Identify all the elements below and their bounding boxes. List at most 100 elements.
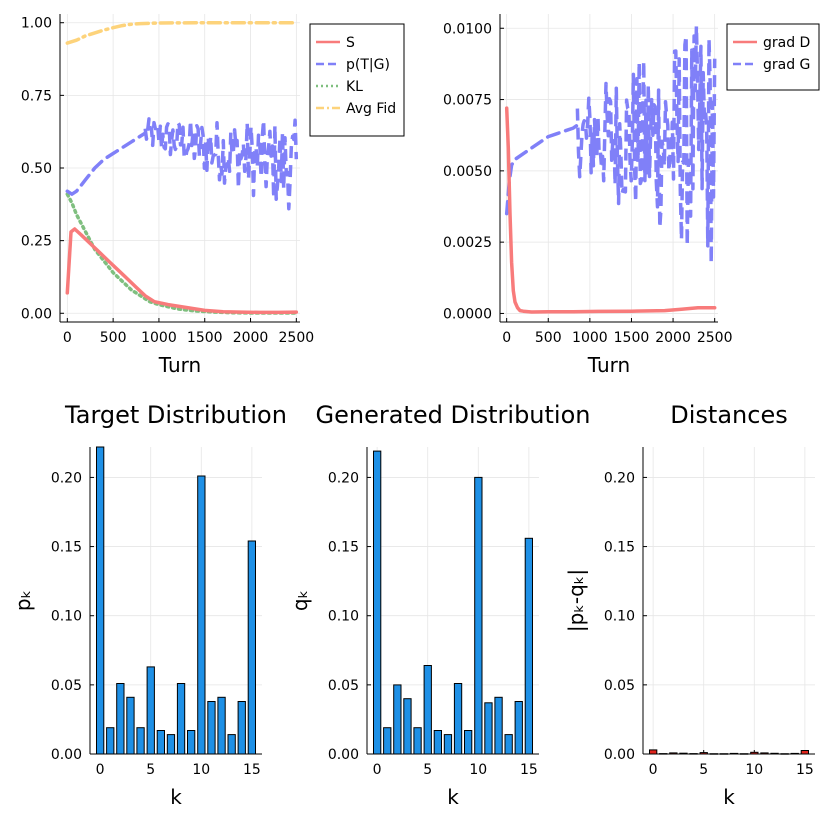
bar-k-14: [514, 701, 523, 755]
bar-k-2: [669, 752, 678, 755]
bar-k-7: [166, 734, 176, 755]
chart-loss: 0 500 1000 1500 2000 2500 0.00 0.25 0.50 0.75 1.00…: [21, 14, 405, 377]
y-tick-label: 0.00: [21, 306, 52, 322]
bar-k-2: [393, 684, 402, 755]
chart-grad: 0 500 1000 1500 2000 2500 0.0000 0.0025 0.0050 0.…: [443, 14, 820, 377]
y-tick-label: 0.10: [604, 609, 635, 625]
chart-title: Target Distribution: [64, 401, 287, 429]
bar-k-4: [689, 753, 698, 755]
bar-k-13: [227, 734, 236, 755]
bar-k-5: [423, 665, 432, 755]
legend-label: S: [346, 35, 355, 51]
bar-k-10: [474, 476, 483, 755]
x-tick-label: 15: [243, 762, 261, 778]
bar-k-3: [403, 698, 412, 755]
bar-k-2: [116, 683, 125, 755]
y-tick-label: 0.15: [51, 540, 82, 556]
y-tick-label: 0.0000: [443, 306, 492, 322]
y-tick-label: 0.05: [51, 678, 82, 694]
series-line: [504, 106, 717, 314]
series-line: [504, 123, 580, 216]
chart-title: Generated Distribution: [316, 401, 591, 429]
bar-k-8: [453, 683, 463, 755]
bar-k-11: [484, 702, 493, 755]
y-tick-label: 0.05: [328, 678, 359, 694]
bar-k-4: [136, 727, 145, 755]
x-tick-label: 1500: [187, 330, 223, 346]
bar-k-10: [750, 751, 759, 755]
x-tick-label: 500: [535, 330, 562, 346]
bar-k-6: [709, 753, 719, 755]
chart-target: 0 5 10 15 0.00 0.05 0.10 0.15 0.20 k pₖ Target Dist…: [11, 401, 287, 809]
y-tick-label: 0.75: [21, 88, 52, 104]
y-axis-label: qₖ: [288, 590, 312, 611]
y-axis-label: pₖ: [11, 590, 35, 611]
x-axis-label: Turn: [158, 353, 201, 377]
bar-k-1: [383, 727, 392, 755]
x-tick-label: 0: [63, 330, 72, 346]
bar-k-11: [760, 752, 769, 755]
legend-label: grad G: [763, 57, 810, 73]
bar-k-8: [176, 683, 186, 755]
bar-k-0: [373, 450, 382, 755]
y-tick-label: 0.0050: [443, 164, 492, 180]
series-line: [65, 131, 147, 196]
bar-k-1: [659, 753, 668, 755]
y-tick-label: 0.0025: [443, 235, 492, 251]
bar-k-15: [800, 750, 810, 755]
y-tick-label: 0.00: [604, 747, 635, 763]
bar-k-5: [146, 666, 155, 755]
bar-k-11: [207, 701, 216, 755]
x-tick-label: 0: [373, 762, 382, 778]
x-axis-label: k: [447, 785, 459, 809]
legend-label: KL: [346, 79, 363, 95]
bar-k-15: [247, 540, 256, 755]
x-tick-label: 1000: [141, 330, 177, 346]
bar-k-10: [197, 475, 206, 755]
series-noisy-line: [575, 24, 717, 266]
bar-k-4: [413, 727, 422, 755]
y-tick-label: 1.00: [21, 16, 52, 32]
x-tick-label: 2500: [279, 330, 315, 346]
y-tick-label: 0.10: [328, 609, 359, 625]
x-tick-label: 500: [100, 330, 127, 346]
y-tick-label: 0.00: [328, 747, 359, 763]
x-tick-label: 0: [649, 762, 658, 778]
legend-box: [726, 23, 820, 91]
x-tick-label: 10: [745, 762, 763, 778]
x-tick-label: 10: [469, 762, 487, 778]
y-tick-label: 0.20: [328, 470, 359, 486]
bar-k-0: [96, 446, 105, 755]
bar-k-9: [187, 730, 196, 755]
x-tick-label: 5: [699, 762, 708, 778]
bar-k-9: [740, 753, 749, 755]
bar-k-12: [770, 752, 779, 755]
bar-k-13: [504, 734, 513, 755]
x-tick-label: 1000: [572, 330, 608, 346]
y-tick-label: 0.20: [604, 470, 635, 486]
y-tick-label: 0.50: [21, 161, 52, 177]
series-line: [65, 227, 299, 315]
bar-k-3: [126, 696, 135, 755]
x-tick-label: 10: [192, 762, 210, 778]
y-tick-label: 0.0075: [443, 93, 492, 109]
x-tick-label: 15: [520, 762, 538, 778]
x-tick-label: 5: [423, 762, 432, 778]
bar-k-14: [790, 752, 799, 755]
x-tick-label: 2000: [233, 330, 269, 346]
x-axis-label: k: [170, 785, 182, 809]
x-axis-label: k: [723, 785, 735, 809]
y-tick-label: 0.25: [21, 234, 52, 250]
x-tick-label: 15: [796, 762, 814, 778]
bar-k-7: [443, 734, 453, 755]
bar-k-15: [524, 537, 534, 755]
y-tick-label: 0.00: [51, 747, 82, 763]
bar-k-5: [699, 752, 708, 755]
y-tick-label: 0.10: [51, 609, 82, 625]
x-tick-label: 2000: [655, 330, 691, 346]
x-tick-label: 0: [96, 762, 105, 778]
bar-k-14: [237, 701, 246, 755]
series-line: [65, 20, 299, 45]
bar-k-6: [433, 730, 443, 755]
